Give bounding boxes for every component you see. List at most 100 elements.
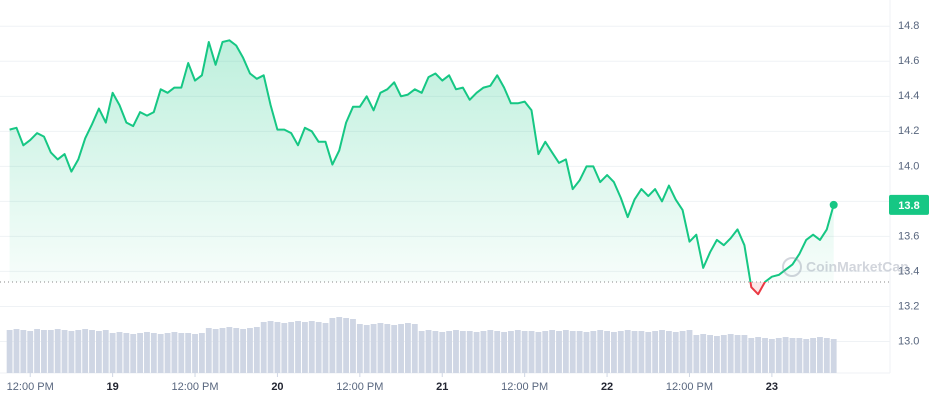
volume-bar [13,329,20,373]
volume-bar [576,331,583,373]
volume-bar [68,331,75,373]
volume-bar [301,322,308,373]
volume-bar [398,324,404,373]
volume-bar [583,332,590,373]
volume-bar [157,334,164,373]
volume-bar [27,331,34,373]
y-tick-label: 13.6 [898,230,919,242]
volume-bar [260,322,267,373]
volume-bar [6,330,13,373]
volume-bar [569,331,576,373]
x-tick-label: 23 [766,381,778,393]
y-tick-label: 14.2 [898,125,919,137]
volume-bar [501,332,507,373]
volume-bar [247,328,253,373]
volume-bar [425,330,432,373]
volume-bar [494,331,501,373]
volume-bar [192,334,198,373]
y-tick-label: 14.8 [898,20,919,32]
volume-bar [404,323,411,373]
volume-bar [624,330,631,373]
volume-bar [295,321,301,373]
volume-bar [514,330,521,373]
volume-bar [528,331,535,373]
volume-bar [130,334,137,373]
x-tick-label: 22 [601,381,613,393]
volume-bar [54,329,61,373]
volume-bar [720,335,727,373]
volume-bar [446,331,453,373]
volume-bar [205,328,212,373]
volume-bar [198,333,205,373]
x-tick-label: 12:00 PM [336,381,383,393]
volume-bar [617,331,624,373]
x-tick-label: 12:00 PM [666,381,713,393]
price-line [9,39,835,282]
volume-bar [755,337,762,373]
volume-bar [521,331,528,373]
volume-bar [823,338,830,373]
y-tick-label: 13.4 [898,265,919,277]
volume-bar [439,332,446,373]
volume-bar [611,332,617,373]
volume-bar [693,335,700,373]
volume-bar [741,335,748,373]
volume-bar [137,333,144,373]
volume-bar [240,329,247,373]
price-marker-label: 13.8 [898,200,919,212]
volume-bar [480,331,487,373]
volume-bar [343,318,350,373]
x-tick-label: 19 [106,381,118,393]
volume-bar [267,321,274,373]
volume-bar [631,331,638,373]
volume-bar [562,330,569,373]
volume-bar [308,321,315,373]
volume-bar [212,329,219,373]
watermark-text: CoinMarketCap [806,259,909,275]
volume-bar [459,331,466,373]
watermark-logo [782,257,802,277]
volume-bar [542,331,549,373]
y-tick-label: 13.2 [898,300,919,312]
volume-bar [734,335,741,373]
y-tick-label: 14.6 [898,55,919,67]
volume-bar [418,331,425,373]
volume-bar [274,322,281,373]
volume-bar [226,327,233,373]
volume-bar [727,334,734,373]
volume-bar [102,330,109,373]
y-tick-label: 14.0 [898,160,919,172]
volume-bar [363,325,370,373]
volume-bar [144,332,150,373]
volume-bar [377,323,384,373]
volume-bar [116,332,123,373]
volume-bar [20,330,27,373]
x-tick-label: 12:00 PM [501,381,548,393]
volume-bar [384,324,391,373]
volume-bar [123,333,130,373]
volume-bar [185,333,192,373]
volume-bar [356,324,363,373]
volume-bar [95,331,102,373]
x-tick-label: 21 [436,381,448,393]
volume-bar [645,332,652,373]
volume-bar [41,330,47,373]
volume-bar [75,330,82,373]
volume-bar [171,332,178,373]
volume-bar [466,331,473,373]
volume-bar [315,322,322,373]
volume-bar [748,338,755,373]
volume-bar [508,331,514,373]
volume-bar [253,327,260,373]
volume-bar [659,330,665,373]
volume-bar [686,330,693,373]
volume-bar [219,328,226,373]
volume-bar [700,334,707,373]
volume-bar [370,324,377,373]
volume-bar [782,337,789,373]
volume-bar [281,323,288,373]
y-tick-label: 14.4 [898,90,919,102]
x-tick-label: 12:00 PM [7,381,54,393]
volume-bar [473,332,480,373]
